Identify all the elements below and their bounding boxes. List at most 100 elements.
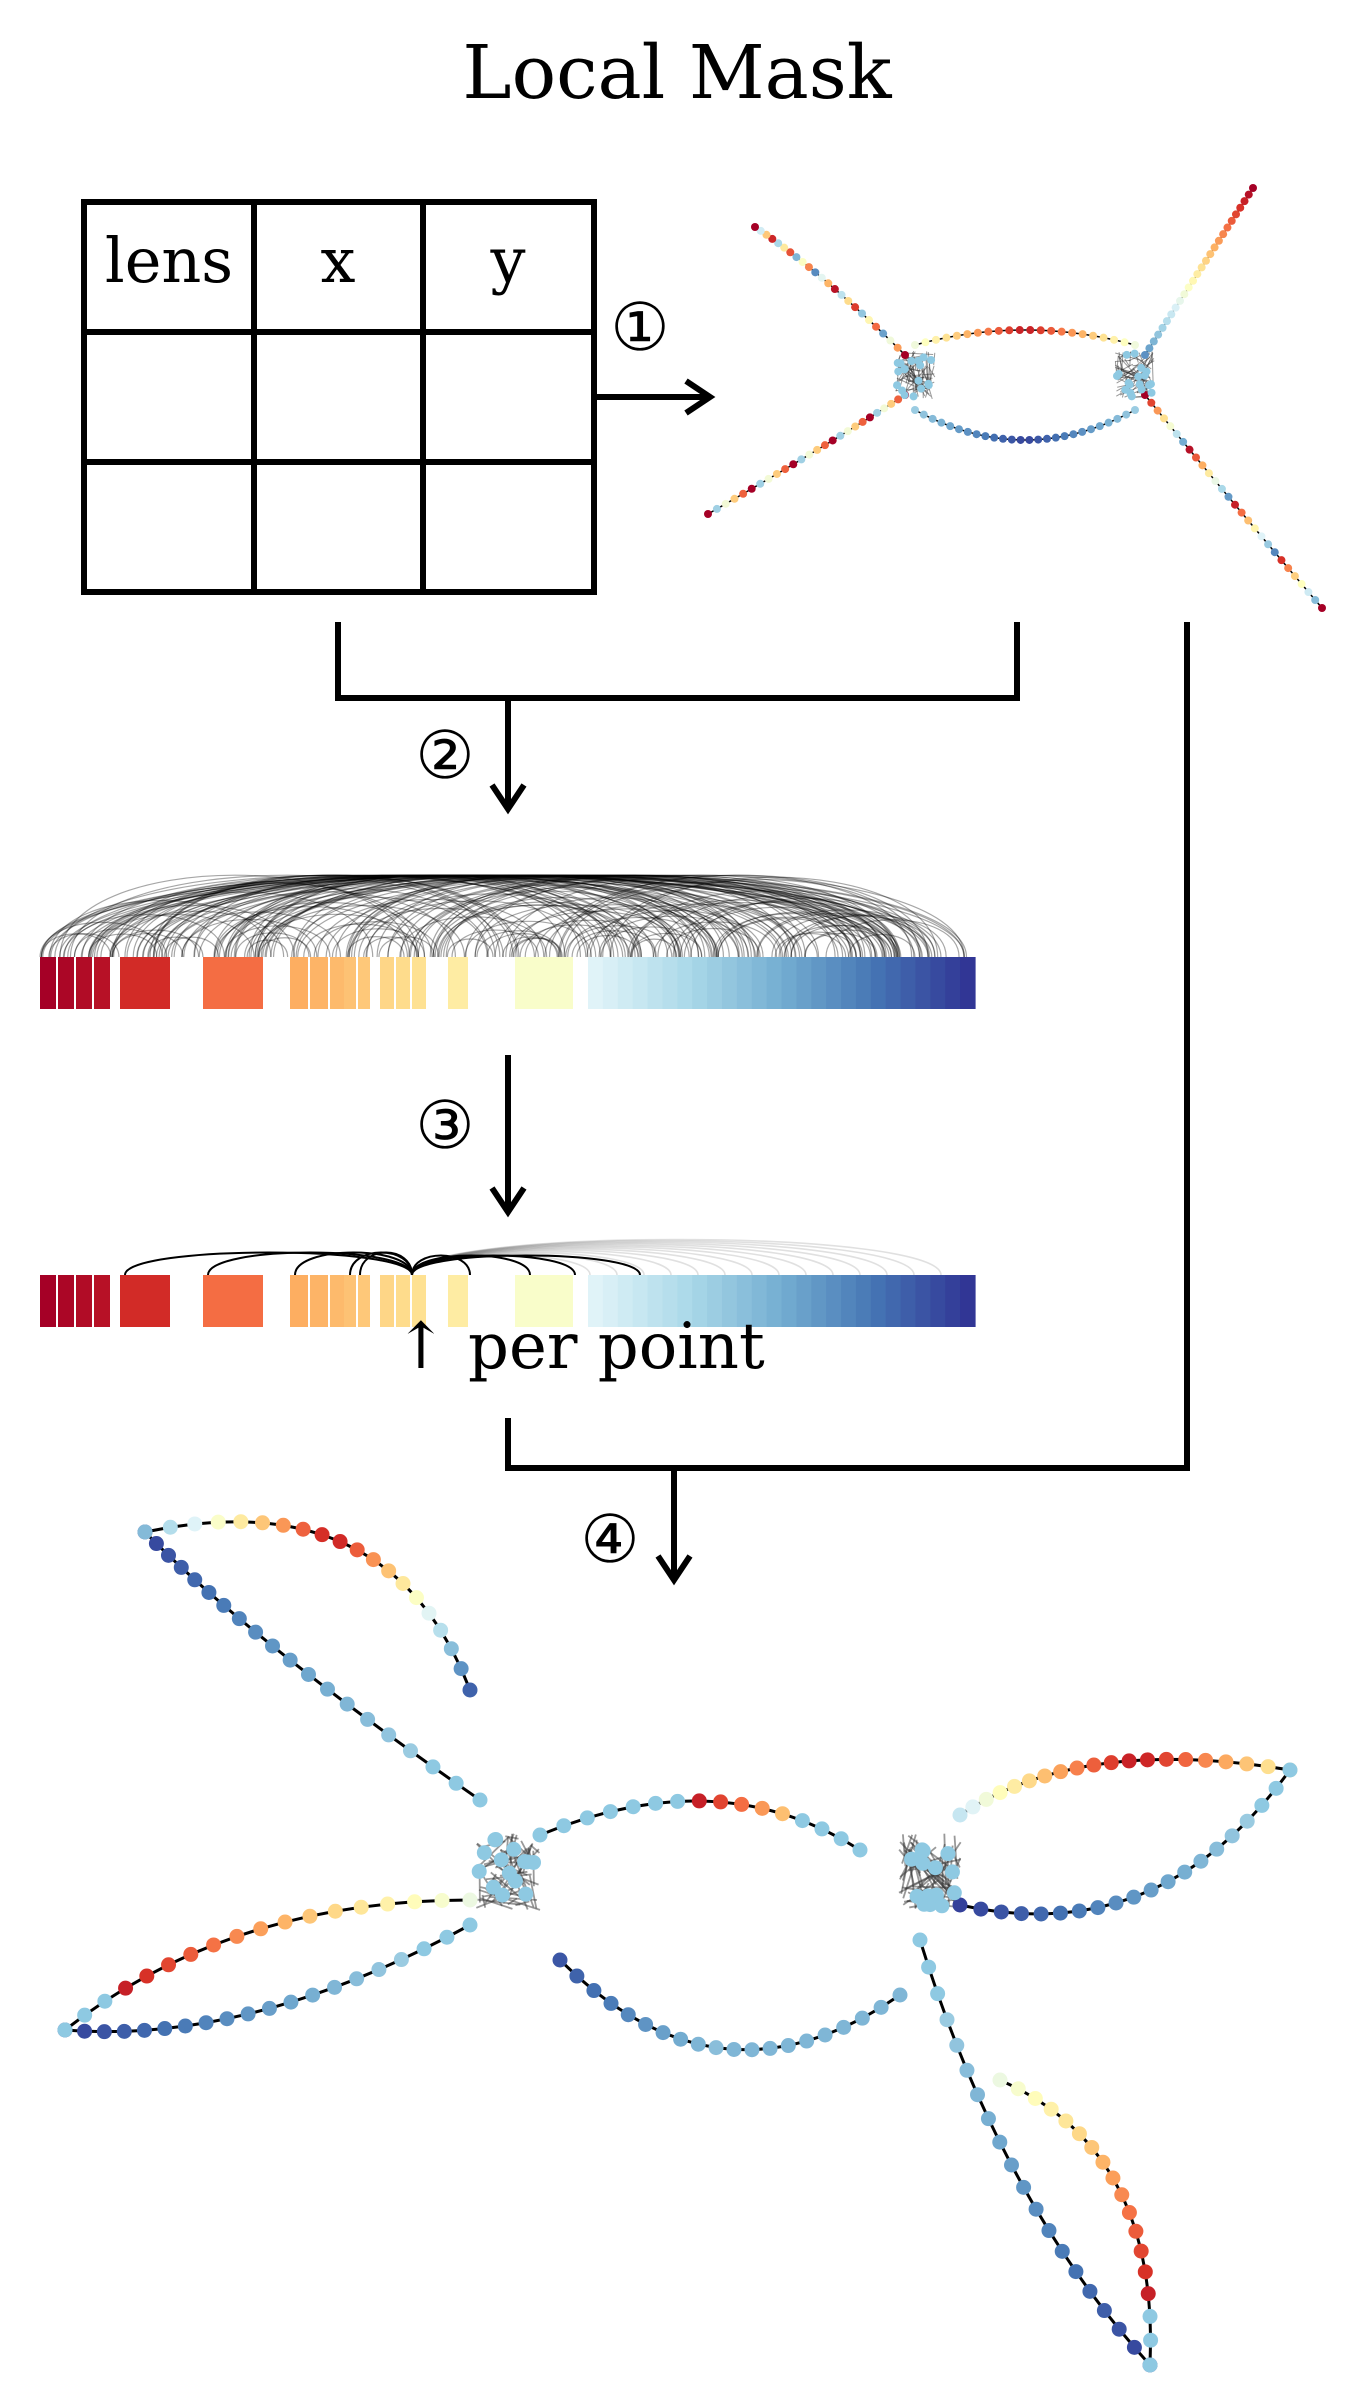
graph-edge xyxy=(1114,361,1118,373)
graph-node xyxy=(963,427,972,436)
graph-edge xyxy=(143,1530,481,1802)
graph-node xyxy=(1027,2090,1043,2106)
edge-arc xyxy=(214,874,942,958)
edge-arc xyxy=(155,874,923,958)
edge-arc xyxy=(262,874,797,958)
edge-arc xyxy=(631,890,899,958)
edge-arc xyxy=(387,880,699,958)
graph-node xyxy=(453,1661,469,1677)
edge-arc xyxy=(346,936,405,958)
local-arc xyxy=(207,1251,413,1276)
graph-node xyxy=(1043,2101,1059,2117)
edge-arc xyxy=(609,876,939,958)
graph-edge xyxy=(999,2078,1153,2366)
lens-bin xyxy=(358,957,370,1009)
edge-arc xyxy=(183,874,710,958)
graph-node xyxy=(476,1845,492,1861)
graph-node xyxy=(425,1759,441,1775)
graph-node xyxy=(118,1980,134,1996)
graph-node xyxy=(992,2072,1008,2088)
graph-node xyxy=(851,303,860,312)
edge-arc xyxy=(147,874,857,958)
lens-bin xyxy=(632,957,649,1009)
edge-arc xyxy=(524,919,657,958)
edge-arc xyxy=(756,912,921,958)
graph-node xyxy=(919,353,928,362)
graph-node xyxy=(407,1894,423,1910)
graph-node xyxy=(1005,326,1014,335)
edge-arc xyxy=(317,898,545,958)
graph-node xyxy=(921,1959,937,1975)
graph-node xyxy=(1134,372,1143,381)
graph-node xyxy=(805,450,814,459)
graph-node xyxy=(880,404,889,413)
graph-node xyxy=(1140,371,1149,380)
edge-arc xyxy=(440,904,643,958)
edge-arc xyxy=(59,874,411,958)
graph-edges xyxy=(64,1520,1292,2366)
graph-node xyxy=(946,422,955,431)
edge-arc xyxy=(136,874,784,958)
graph-node xyxy=(873,1999,889,2015)
graph-node xyxy=(907,357,916,366)
edge-arc xyxy=(509,910,682,958)
edge-arc xyxy=(234,874,602,958)
graph-node xyxy=(602,1804,618,1820)
edge-arc xyxy=(804,929,892,958)
graph-node xyxy=(1068,328,1077,337)
graph-node xyxy=(1126,388,1135,397)
edge-arc xyxy=(363,936,420,958)
graph-node xyxy=(691,1793,707,1809)
edge-arc xyxy=(451,929,539,958)
edge-arc xyxy=(672,901,887,958)
graph-node xyxy=(797,455,806,464)
graph-node xyxy=(187,1516,203,1532)
graph-node xyxy=(210,1514,226,1530)
edge-arc xyxy=(348,874,820,958)
edge-arc xyxy=(514,904,718,958)
graph-node xyxy=(928,414,937,423)
graph-node xyxy=(1137,385,1146,394)
graph-node xyxy=(713,1794,729,1810)
lens-bin xyxy=(766,957,783,1009)
graph-node xyxy=(416,1941,432,1957)
graph-node xyxy=(1082,2283,1098,2299)
lens-bin xyxy=(692,957,708,1009)
graph-node xyxy=(1171,303,1180,312)
lens-bin xyxy=(203,957,263,1009)
lens-bin xyxy=(841,1275,857,1327)
graph-node xyxy=(1198,1752,1214,1768)
graph-node xyxy=(1297,580,1306,589)
edge-arc xyxy=(559,881,866,958)
edge-arc xyxy=(335,874,755,958)
edge-arc xyxy=(233,875,566,958)
lens-bin xyxy=(751,957,768,1009)
edge-arc xyxy=(534,908,719,958)
edge-arc xyxy=(258,937,312,958)
edge-arc xyxy=(712,913,876,958)
graph-node xyxy=(1244,516,1253,525)
graph-node xyxy=(916,361,925,370)
local-arc xyxy=(359,1251,413,1276)
lens-bin xyxy=(662,957,678,1009)
graph-node xyxy=(295,1521,311,1537)
lens-bin xyxy=(617,957,634,1009)
edge-arc xyxy=(350,874,725,958)
graph-edge xyxy=(924,389,929,398)
graph-node xyxy=(946,1885,962,1901)
graph-node xyxy=(177,2018,193,2034)
edge-arc xyxy=(576,935,640,958)
graph-node xyxy=(1007,435,1016,444)
graph-node xyxy=(1318,604,1326,612)
graph-node xyxy=(999,434,1007,443)
graph-node xyxy=(952,1807,968,1823)
graph-node xyxy=(1124,379,1133,388)
graph-node xyxy=(1130,349,1139,358)
edge-arc xyxy=(81,874,611,958)
graph-node xyxy=(836,2019,852,2035)
graph-node xyxy=(1028,2201,1044,2217)
graph-node xyxy=(1060,432,1069,441)
edge-arc xyxy=(87,933,158,958)
graph-node xyxy=(97,1993,113,2009)
edge-arc xyxy=(600,926,703,958)
